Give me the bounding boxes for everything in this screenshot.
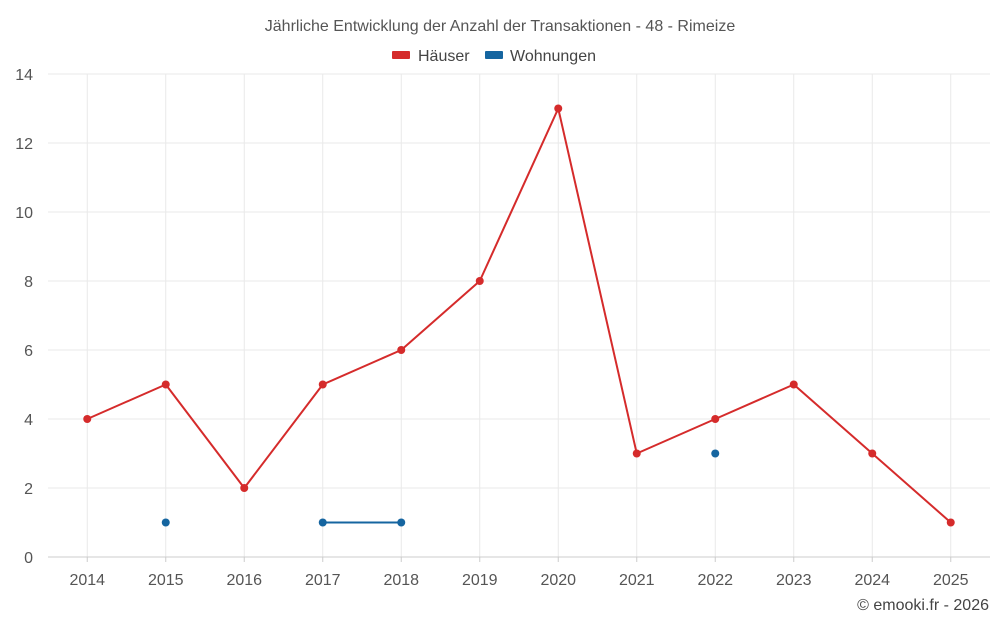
data-point-wohnungen[interactable] [161,518,170,527]
y-tick-label: 10 [15,205,33,222]
data-point-haeuser[interactable] [711,415,720,423]
data-point-wohnungen[interactable] [397,518,406,527]
x-tick-label: 2023 [776,572,812,589]
legend-item-wohnungen[interactable]: Wohnungen [485,48,596,65]
x-tick-label: 2016 [226,572,262,589]
y-tick-label: 2 [24,481,33,498]
legend-swatch-wohnungen [485,51,503,59]
x-tick-label: 2015 [148,572,184,589]
data-point-haeuser[interactable] [868,449,877,458]
legend-label-wohnungen: Wohnungen [510,48,596,65]
x-tick-label: 2025 [933,572,969,589]
chart-title: Jährliche Entwicklung der Anzahl der Tra… [265,18,736,35]
data-point-wohnungen[interactable] [711,449,720,458]
x-tick-label: 2020 [540,572,576,589]
x-tick-label: 2014 [69,572,105,589]
series-haeuser [83,104,955,527]
x-tick-label: 2022 [697,572,733,589]
x-tick-label: 2024 [854,572,890,589]
x-tick-label: 2021 [619,572,655,589]
y-tick-label: 8 [24,274,33,291]
credit: © emooki.fr - 2026 [857,597,989,614]
x-tick-label: 2018 [383,572,419,589]
data-point-haeuser[interactable] [789,380,798,389]
x-tick-label: 2019 [462,572,498,589]
data-point-haeuser[interactable] [946,518,955,527]
legend: Häuser Wohnungen [392,48,596,65]
y-tick-label: 6 [24,343,33,360]
legend-swatch-haeuser [392,51,410,59]
series-wohnungen [161,449,720,527]
y-tick-label: 0 [24,550,33,567]
data-point-haeuser[interactable] [83,415,92,423]
data-point-haeuser[interactable] [397,346,406,354]
data-point-haeuser[interactable] [554,104,563,113]
legend-label-haeuser: Häuser [418,48,470,65]
grid [48,73,990,557]
data-point-wohnungen[interactable] [318,518,327,527]
series [83,104,955,527]
series-line-haeuser [86,107,952,524]
legend-item-haeuser[interactable]: Häuser [392,48,470,65]
data-point-haeuser[interactable] [632,449,641,458]
y-tick-label: 14 [15,67,33,84]
x-tick-label: 2017 [305,572,341,589]
data-point-haeuser[interactable] [161,380,170,389]
data-point-haeuser[interactable] [318,380,327,389]
data-point-haeuser[interactable] [475,277,484,285]
y-tick-label: 4 [24,412,33,429]
data-point-haeuser[interactable] [240,484,249,492]
y-tick-label: 12 [15,136,33,153]
axes: 0 2 4 6 8 10 12 14 2014 2015 2016 2017 2018 2019 2020 2… [15,67,990,589]
